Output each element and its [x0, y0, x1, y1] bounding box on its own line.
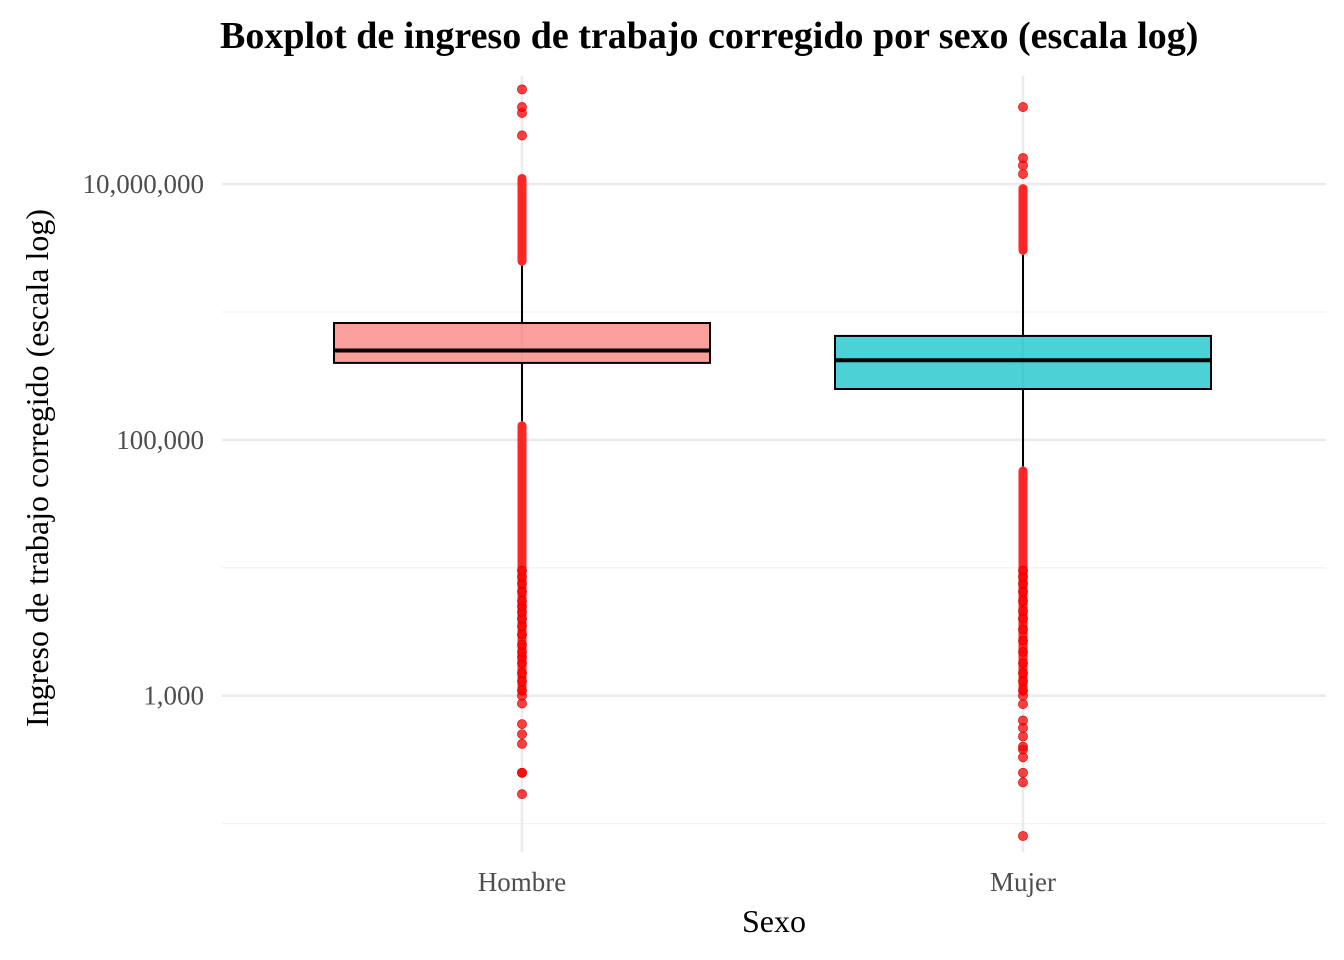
box-hombre [333, 322, 711, 364]
x-tick-label: Mujer [990, 867, 1056, 897]
outlier-point [1018, 767, 1028, 778]
outlier-point [517, 729, 527, 740]
outlier-point [1018, 668, 1028, 679]
outlier-point [517, 596, 527, 606]
outlier-point [517, 668, 527, 679]
outlier-point [1018, 731, 1028, 742]
y-tick-label: 100,000 [116, 425, 204, 455]
outlier-point [517, 639, 527, 650]
outlier-point [517, 719, 527, 729]
x-axis-title: Sexo [742, 903, 806, 939]
outlier-band-high [517, 173, 527, 266]
outlier-point [1018, 565, 1028, 576]
outlier-layer [517, 84, 1028, 841]
outlier-point [1018, 685, 1028, 696]
outlier-point [1018, 699, 1028, 709]
outlier-point [1018, 635, 1028, 646]
outlier-point [1018, 153, 1028, 163]
box-mujer [834, 334, 1212, 391]
outlier-point [1018, 169, 1028, 179]
y-tick-label: 10,000,000 [83, 169, 205, 199]
y-tick-label: 1,000 [143, 681, 204, 711]
outlier-point [517, 789, 527, 800]
outlier-point [517, 130, 527, 141]
outlier-point [1018, 777, 1028, 788]
grid-layer [222, 76, 1326, 852]
outlier-point [517, 629, 527, 640]
outlier-point [1018, 715, 1028, 726]
outlier-band-high [1018, 184, 1028, 255]
chart-title: Boxplot de ingreso de trabajo corregido … [220, 15, 1198, 57]
outlier-point [1018, 647, 1028, 657]
outlier-point [1018, 624, 1028, 635]
box-layer [333, 254, 1212, 467]
outlier-point [1018, 831, 1028, 841]
x-tick-label: Hombre [478, 867, 566, 897]
outlier-point [1018, 596, 1028, 606]
outlier-point [1018, 102, 1028, 112]
outlier-point [517, 767, 527, 778]
outlier-point [1018, 658, 1028, 668]
outlier-point [1018, 741, 1028, 752]
tick-layer: 1,000 100,000 10,000,000 Hombre Mujer [83, 169, 1057, 897]
outlier-point [517, 685, 527, 696]
y-axis-title: Ingreso de trabajo corregido (escala log… [19, 209, 55, 727]
outlier-point [517, 102, 527, 112]
outlier-point [1018, 606, 1028, 616]
outlier-point [517, 84, 527, 95]
outlier-point [517, 739, 527, 749]
outlier-point [517, 565, 527, 576]
